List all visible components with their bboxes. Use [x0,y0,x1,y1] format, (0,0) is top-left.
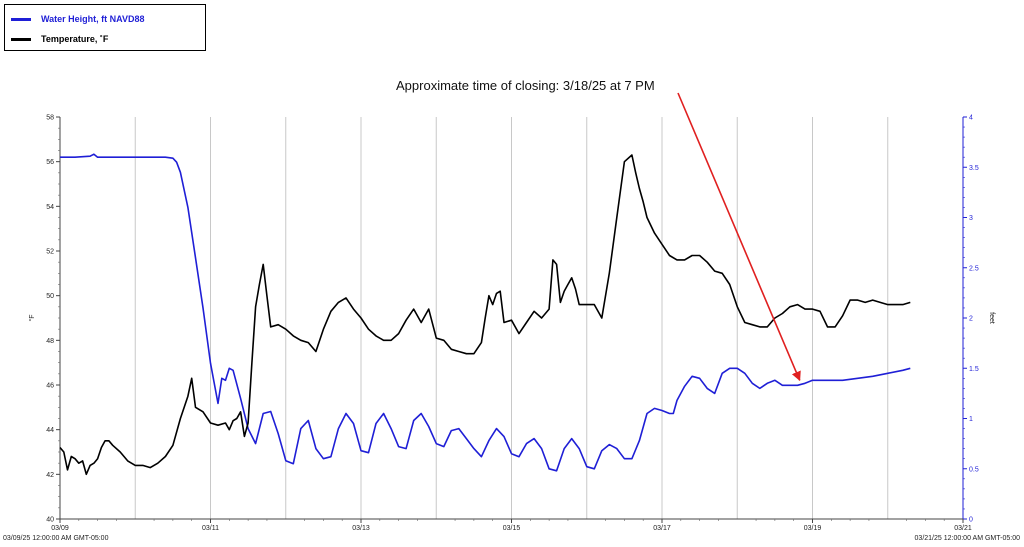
right-tick-label: 1 [969,416,973,423]
right-tick-label: 0.5 [969,466,979,473]
left-axis-label: °F [28,314,36,321]
annotation-arrow [677,92,801,382]
axes: 40 42 44 46 48 50 52 54 56 58 0 0.5 1 1.5 2 2.5 3 3.5 4 03/… [28,115,995,533]
x-tick-label: 03/09 [51,525,69,532]
left-tick-label: 46 [46,383,54,390]
legend-label-temperature: Temperature, ˚F [41,34,109,44]
legend-swatch-water-height [11,17,31,21]
left-tick-label: 52 [46,249,54,256]
legend-item-water-height: Water Height, ft NAVD88 [11,11,145,27]
series-line-temperature-f [59,154,911,476]
series-lines [59,153,911,476]
left-tick-label: 58 [46,115,54,122]
x-tick-label: 03/17 [653,525,671,532]
x-tick-label: 03/19 [804,525,822,532]
right-tick-label: 1.5 [969,366,979,373]
annotation-text: Approximate time of closing: 3/18/25 at … [396,78,655,93]
left-tick-label: 54 [46,204,54,211]
legend: Water Height, ft NAVD88 Temperature, ˚F [4,4,206,51]
annotation: Approximate time of closing: 3/18/25 at … [396,78,801,382]
left-tick-label: 50 [46,293,54,300]
legend-label-water-height: Water Height, ft NAVD88 [41,14,145,24]
start-date-label: 03/09/25 12:00:00 AM GMT-05:00 [3,535,109,542]
right-axis-label: feet [988,312,995,324]
legend-swatch-temperature [11,37,31,41]
legend-item-temperature: Temperature, ˚F [11,31,108,47]
left-tick-label: 48 [46,338,54,345]
left-tick-label: 40 [46,517,54,524]
x-tick-label: 03/21 [954,525,972,532]
left-tick-label: 44 [46,427,54,434]
x-tick-label: 03/13 [352,525,370,532]
right-tick-label: 3.5 [969,165,979,172]
right-tick-label: 0 [969,517,973,524]
end-date-label: 03/21/25 12:00:00 AM GMT-05:00 [915,535,1021,542]
right-tick-label: 3 [969,215,973,222]
x-tick-label: 03/15 [503,525,521,532]
x-tick-label: 03/11 [202,525,219,532]
series-line-water-height-ft-navd88 [60,153,911,472]
left-tick-label: 42 [46,472,54,479]
right-tick-label: 2.5 [969,265,979,272]
right-tick-label: 4 [969,115,973,122]
gridlines [134,117,889,519]
right-tick-label: 2 [969,316,973,323]
left-tick-label: 56 [46,159,54,166]
